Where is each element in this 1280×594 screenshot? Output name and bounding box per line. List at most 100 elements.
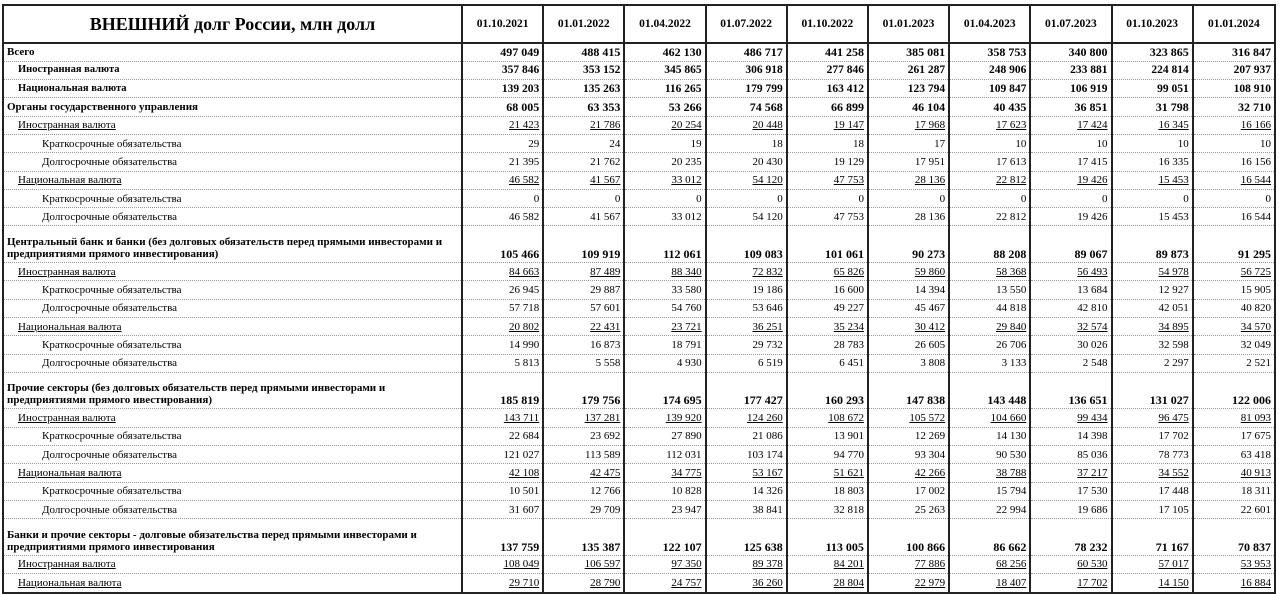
value-cell[interactable]: 60 530 (1029, 555, 1112, 575)
value-cell[interactable]: 54 978 (1110, 262, 1193, 282)
value-cell[interactable]: 18 407 (948, 573, 1031, 592)
value-cell[interactable]: 24 (542, 134, 625, 154)
value-cell[interactable]: 0 (785, 189, 868, 209)
column-header-date[interactable]: 01.07.2022 (704, 6, 787, 44)
value-cell[interactable]: 90 530 (948, 445, 1031, 465)
value-cell[interactable]: 18 311 (1191, 482, 1274, 501)
value-cell[interactable]: 71 167 (1110, 518, 1193, 556)
value-cell[interactable]: 63 353 (542, 97, 625, 117)
value-cell[interactable]: 88 208 (948, 225, 1031, 264)
value-cell[interactable]: 22 684 (460, 427, 544, 447)
value-cell[interactable]: 123 794 (866, 79, 950, 99)
column-header-date[interactable]: 01.07.2023 (1029, 6, 1112, 44)
value-cell[interactable]: 34 895 (1110, 317, 1193, 337)
value-cell[interactable]: 42 266 (866, 463, 950, 483)
value-cell[interactable]: 139 920 (623, 408, 706, 428)
value-cell[interactable]: 31 607 (460, 500, 544, 520)
value-cell[interactable]: 15 794 (948, 482, 1031, 501)
value-cell[interactable]: 34 775 (623, 463, 706, 483)
value-cell[interactable]: 10 (1191, 134, 1274, 154)
value-cell[interactable]: 51 621 (785, 463, 868, 483)
value-cell[interactable]: 85 036 (1029, 445, 1112, 465)
value-cell[interactable]: 56 725 (1191, 262, 1274, 282)
value-cell[interactable]: 54 760 (623, 299, 706, 318)
value-cell[interactable]: 0 (948, 189, 1031, 209)
value-cell[interactable]: 13 684 (1029, 280, 1112, 300)
row-label[interactable]: Долгосрочные обязательства (4, 500, 462, 520)
value-cell[interactable]: 21 786 (542, 116, 625, 135)
value-cell[interactable]: 160 293 (785, 372, 868, 410)
value-cell[interactable]: 57 718 (460, 299, 544, 318)
value-cell[interactable]: 0 (1191, 189, 1274, 209)
value-cell[interactable]: 14 990 (460, 335, 544, 355)
value-cell[interactable]: 306 918 (704, 61, 787, 81)
value-cell[interactable]: 19 426 (1029, 207, 1112, 227)
value-cell[interactable]: 42 475 (542, 463, 625, 483)
value-cell[interactable]: 23 947 (623, 500, 706, 520)
value-cell[interactable]: 58 368 (948, 262, 1031, 282)
value-cell[interactable]: 207 937 (1191, 61, 1274, 81)
value-cell[interactable]: 17 424 (1029, 116, 1112, 135)
value-cell[interactable]: 353 152 (542, 61, 625, 81)
row-label[interactable]: Прочие секторы (без долговых обязательст… (4, 372, 462, 410)
value-cell[interactable]: 122 006 (1191, 372, 1274, 410)
value-cell[interactable]: 16 884 (1191, 573, 1274, 592)
value-cell[interactable]: 0 (866, 189, 950, 209)
value-cell[interactable]: 41 567 (542, 207, 625, 227)
value-cell[interactable]: 68 005 (460, 97, 544, 117)
value-cell[interactable]: 27 890 (623, 427, 706, 447)
value-cell[interactable]: 87 489 (542, 262, 625, 282)
value-cell[interactable]: 139 203 (460, 79, 544, 99)
value-cell[interactable]: 5 558 (542, 354, 625, 373)
value-cell[interactable]: 121 027 (460, 445, 544, 465)
value-cell[interactable]: 15 453 (1110, 207, 1193, 227)
row-label[interactable]: Краткосрочные обязательства (4, 427, 462, 447)
value-cell[interactable]: 38 841 (704, 500, 787, 520)
value-cell[interactable]: 29 (460, 134, 544, 154)
value-cell[interactable]: 13 901 (785, 427, 868, 447)
column-header-date[interactable]: 01.01.2022 (542, 6, 625, 44)
value-cell[interactable]: 31 798 (1110, 97, 1193, 117)
value-cell[interactable]: 21 086 (704, 427, 787, 447)
value-cell[interactable]: 84 663 (460, 262, 544, 282)
value-cell[interactable]: 340 800 (1029, 43, 1112, 62)
value-cell[interactable]: 135 263 (542, 79, 625, 99)
value-cell[interactable]: 112 061 (623, 225, 706, 264)
value-cell[interactable]: 385 081 (866, 43, 950, 62)
row-label[interactable]: Краткосрочные обязательства (4, 189, 462, 209)
row-label[interactable]: Всего (4, 43, 462, 62)
row-label[interactable]: Банки и прочие секторы - долговые обязат… (4, 518, 462, 556)
table-title[interactable]: ВНЕШНИЙ долг России, млн долл (4, 6, 462, 44)
value-cell[interactable]: 46 582 (460, 171, 544, 190)
value-cell[interactable]: 108 049 (460, 555, 544, 575)
value-cell[interactable]: 15 905 (1191, 280, 1274, 300)
value-cell[interactable]: 54 120 (704, 171, 787, 190)
value-cell[interactable]: 29 709 (542, 500, 625, 520)
value-cell[interactable]: 2 521 (1191, 354, 1274, 373)
value-cell[interactable]: 100 866 (866, 518, 950, 556)
value-cell[interactable]: 116 265 (623, 79, 706, 99)
value-cell[interactable]: 22 979 (866, 573, 950, 592)
value-cell[interactable]: 90 273 (866, 225, 950, 264)
column-header-date[interactable]: 01.01.2024 (1191, 6, 1274, 44)
value-cell[interactable]: 2 297 (1110, 354, 1193, 373)
value-cell[interactable]: 12 766 (542, 482, 625, 501)
value-cell[interactable]: 20 235 (623, 152, 706, 172)
value-cell[interactable]: 136 651 (1029, 372, 1112, 410)
value-cell[interactable]: 0 (1029, 189, 1112, 209)
value-cell[interactable]: 29 732 (704, 335, 787, 355)
value-cell[interactable]: 63 418 (1191, 445, 1274, 465)
value-cell[interactable]: 135 387 (542, 518, 625, 556)
value-cell[interactable]: 40 913 (1191, 463, 1274, 483)
value-cell[interactable]: 17 002 (866, 482, 950, 501)
value-cell[interactable]: 109 919 (542, 225, 625, 264)
value-cell[interactable]: 486 717 (704, 43, 787, 62)
value-cell[interactable]: 26 706 (948, 335, 1031, 355)
value-cell[interactable]: 18 803 (785, 482, 868, 501)
value-cell[interactable]: 261 287 (866, 61, 950, 81)
value-cell[interactable]: 78 773 (1110, 445, 1193, 465)
value-cell[interactable]: 40 820 (1191, 299, 1274, 318)
value-cell[interactable]: 224 814 (1110, 61, 1193, 81)
value-cell[interactable]: 68 256 (948, 555, 1031, 575)
value-cell[interactable]: 16 345 (1110, 116, 1193, 135)
